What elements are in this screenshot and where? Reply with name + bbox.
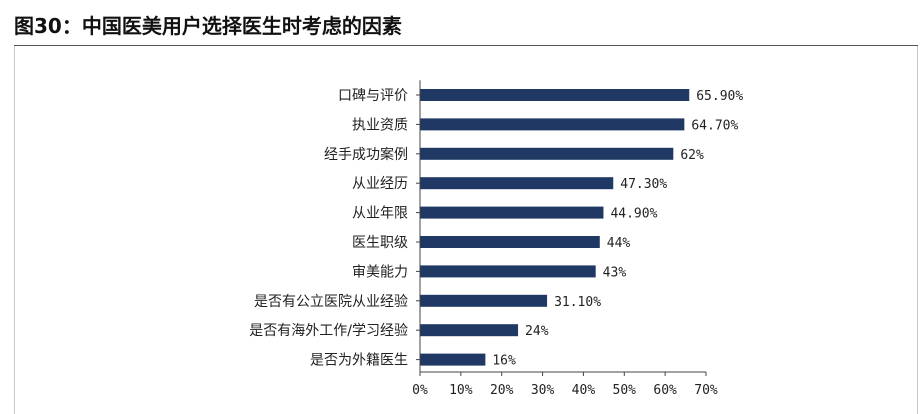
category-label: 是否有公立医院从业经验 (254, 294, 408, 310)
x-tick-label: 0% (412, 383, 428, 398)
data-label: 65.90% (696, 89, 743, 104)
x-tick-label: 40% (572, 383, 596, 398)
bars-layer: 65.90% 口碑与评价 64.70% 执业资质 62% 经手成功案例 47.30% 从业经历… (249, 88, 743, 369)
category-label: 从业年限 (352, 206, 408, 222)
figure-title: 图30：中国医美用户选择医生时考虑的因素 (14, 14, 402, 38)
title-divider (14, 45, 918, 46)
bar (420, 294, 548, 307)
category-label: 是否为外籍医生 (310, 352, 408, 369)
data-label: 43% (603, 265, 627, 280)
data-label: 47.30% (620, 177, 667, 192)
category-label: 是否有海外工作/学习经验 (249, 323, 408, 339)
bar (420, 265, 596, 278)
data-label: 44.90% (610, 207, 657, 222)
data-label: 24% (525, 324, 549, 339)
data-label: 16% (492, 354, 516, 369)
category-label: 医生职级 (352, 235, 408, 251)
data-label: 31.10% (554, 295, 601, 310)
bar (420, 147, 674, 160)
data-label: 44% (607, 236, 631, 251)
bar (420, 177, 614, 190)
x-tick-label: 20% (490, 383, 514, 398)
category-label: 经手成功案例 (324, 146, 408, 163)
data-label: 62% (680, 148, 704, 163)
bar (420, 324, 519, 337)
x-tick-label: 10% (449, 383, 473, 398)
category-label: 从业经历 (352, 176, 408, 192)
x-tick-label: 70% (694, 383, 718, 398)
bar (420, 206, 604, 219)
x-tick-label: 60% (653, 383, 677, 398)
category-label: 口碑与评价 (338, 88, 408, 104)
data-label: 64.70% (691, 118, 738, 133)
chart-panel (14, 46, 918, 414)
bar (420, 89, 690, 101)
bar (420, 118, 685, 131)
x-tick-label: 30% (531, 383, 555, 398)
axes-layer: 0% 10% 20% 30% 40% 50% 60% 70% (412, 80, 718, 398)
bar (420, 236, 600, 248)
category-label: 审美能力 (352, 264, 408, 280)
category-label: 执业资质 (352, 117, 408, 133)
bar (420, 353, 486, 366)
x-tick-label: 50% (613, 383, 637, 398)
